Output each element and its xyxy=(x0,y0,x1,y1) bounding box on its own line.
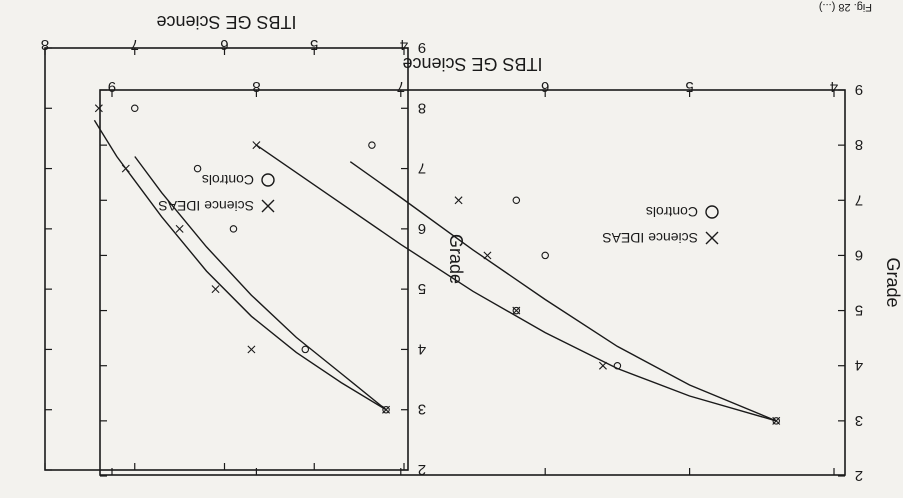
x-axis-title: ITBS GE Science xyxy=(402,54,542,74)
y-axis-title: Grade xyxy=(446,234,466,284)
y-tick-label: 4 xyxy=(855,357,863,374)
y-tick-label: 7 xyxy=(855,191,863,208)
fit-curve-controls xyxy=(134,156,387,411)
data-point-controls xyxy=(772,417,780,425)
y-tick-label: 8 xyxy=(855,136,863,153)
data-point-science-ideas xyxy=(382,405,391,414)
y-tick-label: 7 xyxy=(418,160,426,177)
data-point-science-ideas xyxy=(772,416,781,425)
x-tick-label: 7 xyxy=(397,78,405,95)
x-tick-label: 8 xyxy=(252,78,260,95)
y-tick-label: 5 xyxy=(418,280,426,297)
y-tick-label: 6 xyxy=(418,220,426,237)
x-tick-label: 5 xyxy=(310,36,318,53)
data-point-science-ideas xyxy=(512,306,521,315)
data-point-controls xyxy=(512,306,521,315)
x-tick-label: 6 xyxy=(541,78,549,95)
x-tick-label: 7 xyxy=(131,36,139,53)
data-point-science-ideas xyxy=(598,361,607,370)
figure-caption-fragment: Fig. 28 (...) xyxy=(819,1,872,13)
data-point-science-ideas xyxy=(247,345,256,354)
data-point-controls xyxy=(382,405,390,414)
fit-curve-science-ideas xyxy=(256,144,777,422)
data-point-science-ideas xyxy=(175,224,184,233)
x-tick-label: 4 xyxy=(400,36,408,53)
legend-label-controls: Controls xyxy=(646,204,698,220)
y-tick-label: 2 xyxy=(855,467,863,484)
x-tick-label: 6 xyxy=(220,36,228,53)
data-point-controls xyxy=(368,141,376,149)
x-tick-label: 8 xyxy=(41,36,49,53)
y-tick-label: 9 xyxy=(855,81,863,98)
data-point-controls xyxy=(512,196,521,205)
data-point-controls xyxy=(301,345,310,354)
plot-frame xyxy=(44,47,409,471)
x-axis-title: ITBS GE Science xyxy=(156,12,296,32)
y-tick-label: 3 xyxy=(855,412,863,429)
legend-marker-science-ideas xyxy=(705,231,719,245)
x-tick-label: 9 xyxy=(108,78,116,95)
data-point-science-ideas xyxy=(454,196,463,205)
y-tick-label: 6 xyxy=(855,246,863,263)
legend-marker-controls xyxy=(261,173,275,187)
fit-curve-controls xyxy=(349,161,777,422)
plot-frame xyxy=(99,89,846,476)
y-tick-label: 8 xyxy=(418,99,426,116)
x-tick-label: 5 xyxy=(685,78,693,95)
data-point-science-ideas xyxy=(211,285,220,294)
y-tick-label: 4 xyxy=(418,340,426,357)
y-tick-label: 5 xyxy=(855,302,863,319)
legend-label-science-ideas: Science IDEAS xyxy=(158,198,254,214)
data-point-controls xyxy=(193,164,202,173)
legend-label-controls: Controls xyxy=(202,172,254,188)
data-point-controls xyxy=(541,251,549,260)
data-point-science-ideas xyxy=(121,164,130,173)
y-tick-label: 3 xyxy=(418,401,426,418)
data-point-controls xyxy=(131,104,139,113)
legend-marker-controls xyxy=(705,205,719,219)
y-axis-title: Grade xyxy=(883,257,903,307)
data-point-science-ideas xyxy=(252,141,261,150)
legend-label-science-ideas: Science IDEAS xyxy=(602,230,698,246)
x-tick-label: 4 xyxy=(830,78,838,95)
data-point-controls xyxy=(229,225,238,233)
data-point-science-ideas xyxy=(94,104,103,113)
fit-curve-science-ideas xyxy=(93,119,387,411)
y-tick-label: 9 xyxy=(418,39,426,56)
legend-marker-science-ideas xyxy=(261,199,275,213)
data-point-science-ideas xyxy=(483,251,492,260)
y-tick-label: 2 xyxy=(418,461,426,478)
